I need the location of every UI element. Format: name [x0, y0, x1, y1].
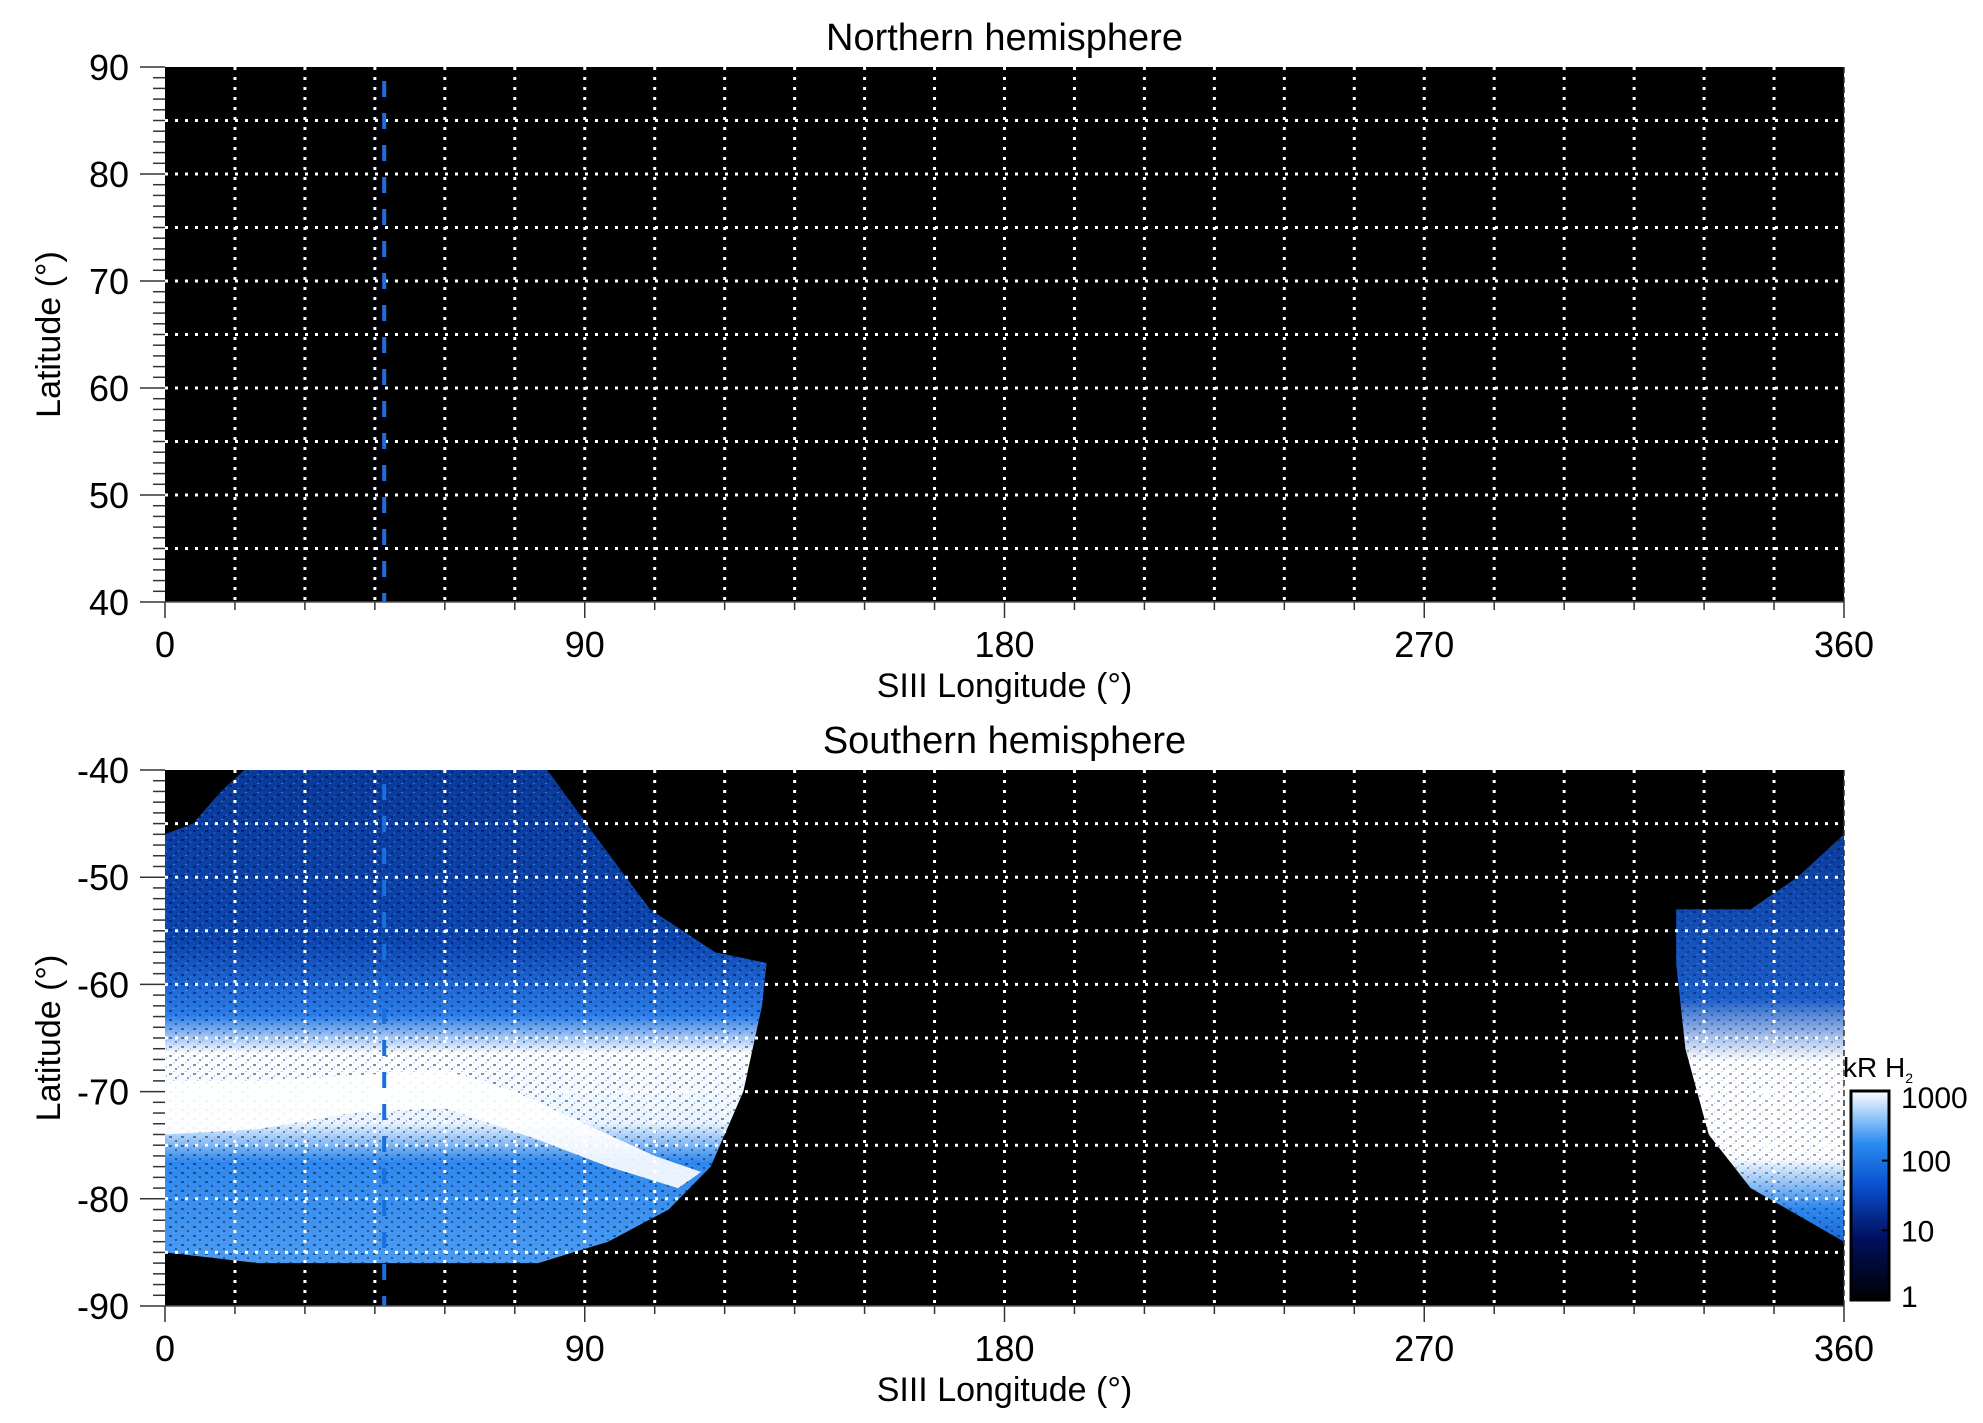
- colorbar-label: kR H2: [1843, 1052, 1913, 1086]
- y-tick-label: -60: [77, 964, 129, 1005]
- x-tick-label: 0: [155, 624, 175, 665]
- northern-panel: Northern hemisphere 90 80 70 60 50 40 0 90 180 270…: [30, 17, 1874, 705]
- colorbar-tick-label: 1000: [1901, 1082, 1968, 1115]
- x-tick-label: 180: [974, 1328, 1034, 1369]
- x-tick-label: 0: [155, 1328, 175, 1369]
- y-tick-label: -80: [77, 1179, 129, 1220]
- x-axis-label: SIII Longitude (°): [877, 667, 1133, 705]
- y-axis-label: Latitude (°): [30, 251, 68, 418]
- colorbar-label-subscript: 2: [1905, 1070, 1913, 1086]
- colorbar-tick-label: 100: [1901, 1146, 1951, 1179]
- y-tick-label: 40: [89, 582, 129, 623]
- x-tick-label: 270: [1394, 1328, 1454, 1369]
- colorbar-gradient: [1849, 1089, 1891, 1302]
- y-tick-label: 60: [89, 368, 129, 409]
- y-axis-label: Latitude (°): [30, 955, 68, 1122]
- x-axis-label: SIII Longitude (°): [877, 1371, 1133, 1409]
- plot-background: [165, 67, 1844, 602]
- x-tick-label: 360: [1814, 1328, 1874, 1369]
- y-tick-label: -40: [77, 750, 129, 791]
- y-tick-label: -90: [77, 1286, 129, 1327]
- colorbar-label-text: kR H: [1843, 1052, 1905, 1083]
- colorbar-tick-label: 1: [1901, 1281, 1918, 1314]
- y-tick-label: 70: [89, 261, 129, 302]
- y-tick-label: 90: [89, 47, 129, 88]
- x-tick-label: 90: [565, 1328, 605, 1369]
- x-tick-label: 180: [974, 624, 1034, 665]
- x-tick-label: 270: [1394, 624, 1454, 665]
- y-tick-label: 50: [89, 475, 129, 516]
- y-tick-label: -70: [77, 1072, 129, 1113]
- x-tick-label: 360: [1814, 624, 1874, 665]
- y-tick-label: -50: [77, 857, 129, 898]
- panel-title: Northern hemisphere: [826, 17, 1183, 59]
- main-oval-left: [165, 1070, 702, 1189]
- southern-panel: Southern hemisphere -40 -50 -60 -70 -80 -90 0 90…: [30, 720, 1968, 1409]
- colorbar: kR H2 1 10 100 1000: [1843, 1052, 1968, 1314]
- colorbar-tick-label: 10: [1901, 1215, 1934, 1248]
- aurora-emission: [165, 770, 1844, 1264]
- y-tick-label: 80: [89, 154, 129, 195]
- panel-title: Southern hemisphere: [823, 720, 1186, 762]
- x-tick-label: 90: [565, 624, 605, 665]
- emission-noise-right: [1676, 834, 1844, 1242]
